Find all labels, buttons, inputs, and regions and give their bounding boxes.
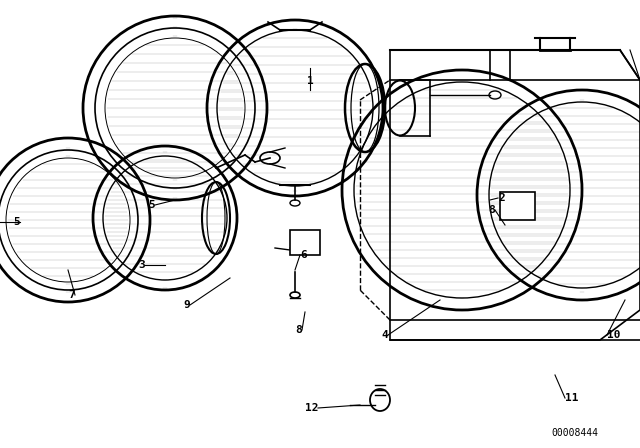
Text: 12: 12 bbox=[305, 403, 318, 413]
Text: 1: 1 bbox=[307, 76, 314, 86]
Bar bbox=[290, 230, 320, 255]
Text: 3: 3 bbox=[138, 260, 145, 270]
Text: 4: 4 bbox=[381, 330, 388, 340]
Text: 5: 5 bbox=[148, 200, 155, 210]
Bar bbox=[500, 192, 535, 220]
Text: 9: 9 bbox=[183, 300, 190, 310]
Text: 8: 8 bbox=[295, 325, 302, 335]
Text: 6: 6 bbox=[300, 250, 307, 260]
Text: 7: 7 bbox=[68, 290, 75, 300]
Polygon shape bbox=[390, 50, 640, 340]
Text: 11: 11 bbox=[565, 393, 579, 403]
Text: 8: 8 bbox=[488, 205, 495, 215]
Text: 5: 5 bbox=[13, 217, 20, 227]
Text: 2: 2 bbox=[498, 193, 505, 203]
Text: 00008444: 00008444 bbox=[551, 428, 598, 438]
Text: 10: 10 bbox=[607, 330, 621, 340]
